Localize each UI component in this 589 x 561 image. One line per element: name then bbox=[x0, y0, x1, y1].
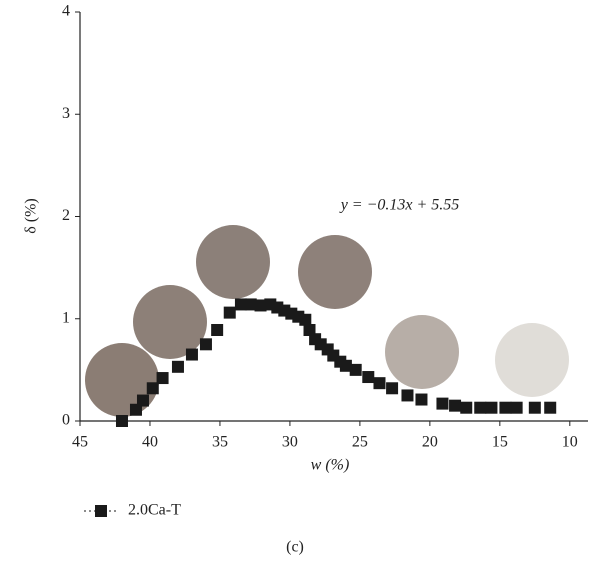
y-tick-label: 0 bbox=[62, 412, 70, 429]
caption: (c) bbox=[286, 539, 304, 556]
x-tick-label: 45 bbox=[72, 434, 88, 451]
annotation: y = −0.13x + 5.55 bbox=[339, 197, 460, 214]
x-tick-label: 35 bbox=[212, 434, 228, 451]
y-tick-label: 2 bbox=[62, 207, 70, 224]
point bbox=[415, 393, 428, 406]
specimen-photo bbox=[298, 235, 372, 309]
point bbox=[299, 313, 312, 326]
x-tick-label: 15 bbox=[492, 434, 508, 451]
y-axis-label: δ (%) bbox=[23, 198, 40, 234]
point bbox=[474, 401, 487, 414]
specimen-photo bbox=[133, 285, 207, 359]
point bbox=[171, 360, 184, 373]
point bbox=[349, 363, 362, 376]
x-tick-label: 25 bbox=[352, 434, 368, 451]
point bbox=[544, 401, 557, 414]
x-tick-label: 10 bbox=[562, 434, 578, 451]
point bbox=[185, 348, 198, 361]
point bbox=[146, 382, 159, 395]
point bbox=[156, 372, 169, 385]
point bbox=[115, 415, 128, 427]
point bbox=[244, 298, 257, 311]
point bbox=[199, 338, 212, 351]
point bbox=[485, 401, 498, 414]
specimen-photo bbox=[385, 315, 459, 389]
point bbox=[339, 359, 352, 372]
point bbox=[449, 399, 462, 412]
x-tick-label: 40 bbox=[142, 434, 158, 451]
specimen-photos bbox=[85, 225, 569, 417]
point bbox=[362, 371, 375, 384]
point bbox=[234, 298, 247, 311]
y-tick-label: 3 bbox=[62, 105, 70, 122]
point bbox=[528, 401, 541, 414]
point bbox=[373, 377, 386, 390]
y-tick-label: 1 bbox=[62, 309, 70, 326]
y-tick-label: 4 bbox=[62, 3, 70, 20]
specimen-photo bbox=[495, 323, 569, 397]
x-tick-label: 30 bbox=[282, 434, 298, 451]
point bbox=[223, 306, 236, 319]
point bbox=[401, 389, 414, 402]
x-axis-label: w (%) bbox=[311, 457, 350, 474]
legend-marker bbox=[95, 505, 107, 517]
point bbox=[499, 401, 512, 414]
point bbox=[129, 403, 142, 416]
x-tick-label: 20 bbox=[422, 434, 438, 451]
point bbox=[386, 382, 399, 395]
specimen-photo bbox=[196, 225, 270, 299]
point bbox=[254, 299, 267, 312]
point bbox=[510, 401, 523, 414]
point bbox=[460, 401, 473, 414]
point bbox=[303, 323, 316, 336]
point bbox=[211, 323, 224, 336]
point bbox=[436, 397, 449, 410]
legend-label: 2.0Ca-T bbox=[128, 502, 181, 519]
point bbox=[136, 394, 149, 407]
